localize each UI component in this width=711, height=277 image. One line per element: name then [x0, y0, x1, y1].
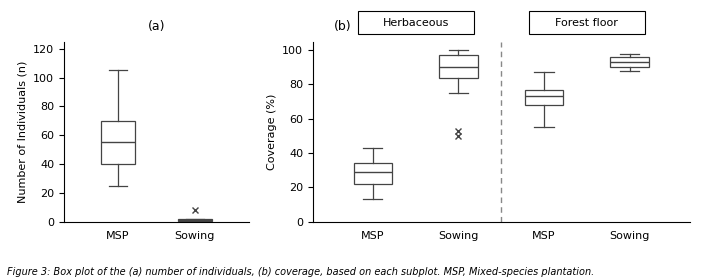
PathPatch shape: [178, 219, 213, 221]
PathPatch shape: [353, 163, 392, 184]
PathPatch shape: [439, 55, 478, 78]
Text: (b): (b): [334, 20, 352, 32]
Text: (a): (a): [148, 20, 165, 32]
FancyBboxPatch shape: [358, 11, 474, 34]
PathPatch shape: [525, 89, 563, 105]
Text: Forest floor: Forest floor: [555, 18, 619, 28]
FancyBboxPatch shape: [529, 11, 645, 34]
PathPatch shape: [611, 57, 649, 67]
Y-axis label: Number of Individuals (n): Number of Individuals (n): [18, 60, 28, 203]
Text: Figure 3: Box plot of the (a) number of individuals, (b) coverage, based on each: Figure 3: Box plot of the (a) number of …: [7, 267, 594, 277]
PathPatch shape: [100, 121, 135, 164]
Text: Herbaceous: Herbaceous: [383, 18, 449, 28]
Y-axis label: Coverage (%): Coverage (%): [267, 93, 277, 170]
